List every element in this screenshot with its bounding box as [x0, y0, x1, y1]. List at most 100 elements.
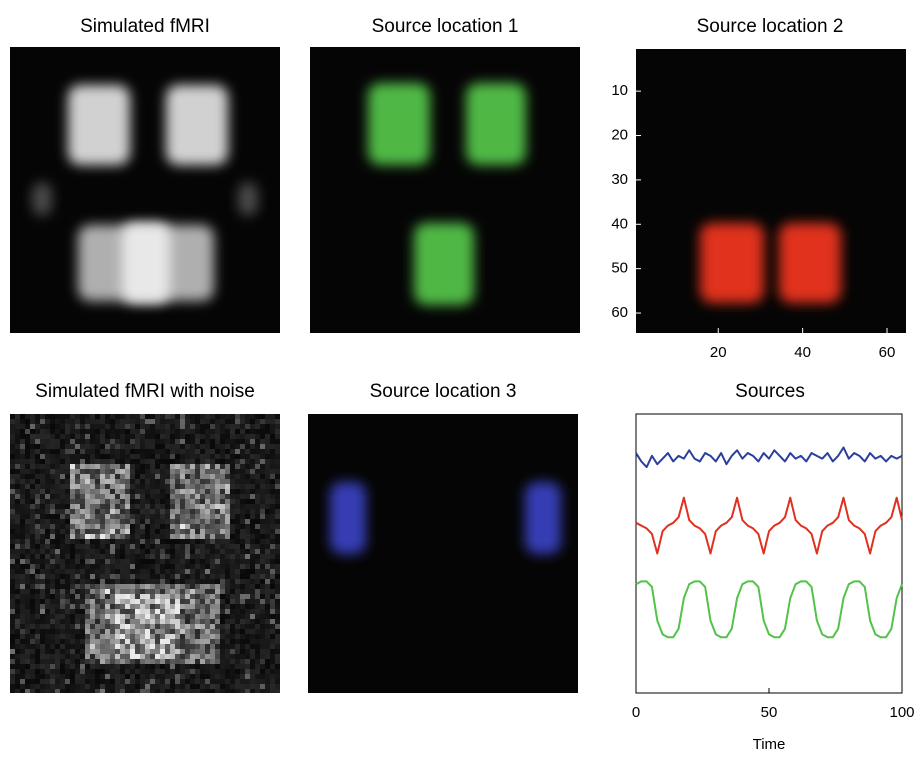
- noise-pixel: [185, 629, 190, 634]
- noise-pixel: [15, 494, 20, 499]
- noise-pixel: [90, 689, 95, 693]
- noise-pixel: [80, 539, 85, 544]
- noise-pixel: [160, 504, 165, 509]
- noise-pixel: [60, 514, 65, 519]
- noise-pixel: [190, 514, 195, 519]
- noise-pixel: [270, 549, 275, 554]
- noise-pixel: [80, 599, 85, 604]
- noise-pixel: [240, 459, 245, 464]
- noise-pixel: [255, 434, 260, 439]
- noise-pixel: [115, 664, 120, 669]
- noise-pixel: [60, 504, 65, 509]
- noise-pixel: [90, 499, 95, 504]
- noise-pixel: [15, 454, 20, 459]
- noise-pixel: [75, 489, 80, 494]
- noise-pixel: [160, 534, 165, 539]
- noise-pixel: [145, 419, 150, 424]
- noise-pixel: [275, 639, 280, 644]
- noise-pixel: [105, 494, 110, 499]
- noise-pixel: [60, 499, 65, 504]
- noise-pixel: [15, 669, 20, 674]
- noise-pixel: [185, 584, 190, 589]
- noise-pixel: [180, 439, 185, 444]
- noise-pixel: [265, 524, 270, 529]
- noise-pixel: [90, 649, 95, 654]
- noise-pixel: [20, 474, 25, 479]
- noise-pixel: [15, 444, 20, 449]
- noise-pixel: [200, 454, 205, 459]
- noise-pixel: [120, 429, 125, 434]
- noise-pixel: [150, 434, 155, 439]
- noise-pixel: [135, 689, 140, 693]
- noise-pixel: [265, 544, 270, 549]
- noise-pixel: [70, 584, 75, 589]
- noise-pixel: [155, 414, 160, 419]
- noise-pixel: [145, 644, 150, 649]
- noise-pixel: [170, 599, 175, 604]
- noise-pixel: [25, 604, 30, 609]
- noise-pixel: [255, 614, 260, 619]
- noise-pixel: [170, 634, 175, 639]
- noise-pixel: [95, 629, 100, 634]
- noise-pixel: [60, 559, 65, 564]
- noise-pixel: [190, 549, 195, 554]
- noise-pixel: [150, 549, 155, 554]
- noise-pixel: [190, 629, 195, 634]
- noise-pixel: [205, 629, 210, 634]
- noise-pixel: [170, 619, 175, 624]
- noise-pixel: [65, 674, 70, 679]
- noise-pixel: [55, 649, 60, 654]
- noise-pixel: [190, 689, 195, 693]
- noise-pixel: [30, 629, 35, 634]
- noise-pixel: [105, 579, 110, 584]
- noise-pixel: [245, 554, 250, 559]
- noise-pixel: [145, 609, 150, 614]
- noise-pixel: [90, 674, 95, 679]
- noise-pixel: [65, 519, 70, 524]
- noise-pixel: [195, 634, 200, 639]
- noise-pixel: [195, 589, 200, 594]
- noise-pixel: [95, 594, 100, 599]
- noise-pixel: [225, 644, 230, 649]
- noise-pixel: [250, 424, 255, 429]
- noise-pixel: [85, 614, 90, 619]
- noise-pixel: [260, 559, 265, 564]
- noise-pixel: [105, 654, 110, 659]
- noise-pixel: [200, 489, 205, 494]
- noise-pixel: [205, 654, 210, 659]
- noise-pixel: [180, 569, 185, 574]
- noise-pixel: [45, 529, 50, 534]
- noise-pixel: [135, 584, 140, 589]
- noise-pixel: [70, 414, 75, 419]
- noise-pixel: [145, 554, 150, 559]
- noise-pixel: [275, 659, 280, 664]
- noise-pixel: [165, 499, 170, 504]
- noise-pixel: [225, 554, 230, 559]
- noise-pixel: [105, 469, 110, 474]
- noise-pixel: [125, 414, 130, 419]
- noise-pixel: [205, 634, 210, 639]
- noise-pixel: [10, 609, 15, 614]
- noise-pixel: [210, 584, 215, 589]
- noise-pixel: [80, 579, 85, 584]
- noise-pixel: [255, 659, 260, 664]
- noise-pixel: [160, 644, 165, 649]
- noise-pixel: [225, 454, 230, 459]
- noise-pixel: [260, 689, 265, 693]
- noise-pixel: [15, 614, 20, 619]
- noise-pixel: [10, 479, 15, 484]
- noise-pixel: [110, 474, 115, 479]
- noise-pixel: [120, 604, 125, 609]
- noise-pixel: [90, 414, 95, 419]
- noise-pixel: [240, 509, 245, 514]
- noise-pixel: [150, 444, 155, 449]
- noise-pixel: [155, 454, 160, 459]
- noise-pixel: [100, 554, 105, 559]
- noise-pixel: [65, 679, 70, 684]
- noise-pixel: [10, 574, 15, 579]
- noise-pixel: [85, 534, 90, 539]
- noise-pixel: [175, 574, 180, 579]
- noise-pixel: [190, 594, 195, 599]
- noise-pixel: [165, 489, 170, 494]
- noise-pixel: [190, 459, 195, 464]
